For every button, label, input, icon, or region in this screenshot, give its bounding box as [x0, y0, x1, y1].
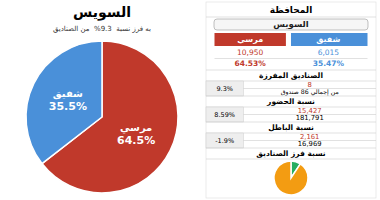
badge-value: 8.59% — [214, 111, 235, 119]
votes: 10,950 — [237, 48, 263, 57]
pie-chart: السويس به فرز نسبة 9.3% من الصناديق مرسي64… — [26, 4, 178, 193]
slice — [26, 41, 102, 164]
share: 64.53% — [235, 59, 267, 68]
pie-chart: نسبة فرز الصناديق — [256, 149, 325, 195]
badge-value: -1.9% — [215, 137, 234, 145]
data-label: 35.5% — [49, 100, 87, 113]
votes: 6,015 — [318, 48, 340, 57]
rule — [206, 159, 376, 160]
table-title: المحافظة — [270, 5, 312, 15]
total: 181,791 — [296, 114, 324, 122]
count: 2,161 — [300, 133, 319, 141]
total: 16,969 — [298, 140, 322, 148]
section-title: نسبة الباطل — [268, 123, 314, 132]
badge-value: 9.3% — [216, 85, 233, 93]
title: السويس — [73, 4, 131, 21]
note: من إجمالي 86 صندوق — [281, 88, 339, 96]
slice-name: شفيق — [53, 88, 83, 100]
data-labels: مرسي64.5% شفيق35.5% — [49, 88, 155, 146]
rule — [206, 17, 376, 18]
badge — [206, 107, 243, 122]
column-header — [215, 33, 286, 46]
count: 15,427 — [298, 107, 322, 115]
subtitle: به فرز نسبة 9.3% من الصناديق — [53, 25, 151, 33]
province-box — [214, 19, 368, 30]
slice — [274, 161, 308, 195]
table: المحافظة السويس مرسي 10,950 64.53% شفيق 6,015 3… — [206, 2, 376, 198]
rule — [215, 58, 368, 59]
column-header — [291, 33, 368, 46]
section-title: نسبة الحضور — [266, 97, 315, 106]
badge — [206, 81, 243, 96]
badge — [206, 133, 243, 148]
chart: المحافظة السويس مرسي 10,950 64.53% شفيق 6,015 3… — [0, 0, 380, 200]
section-title: الصناديق المفرزة — [259, 71, 323, 80]
title: نسبة فرز الصناديق — [256, 149, 325, 158]
slice-name: مرسي — [120, 122, 152, 134]
data-label: 64.5% — [117, 134, 155, 147]
province: السويس — [273, 19, 308, 30]
share: 35.47% — [313, 59, 345, 68]
slices — [26, 41, 178, 193]
slices — [274, 161, 308, 195]
candidate: شفيق — [316, 35, 340, 44]
panel — [206, 2, 376, 198]
candidate: مرسي — [237, 35, 263, 44]
